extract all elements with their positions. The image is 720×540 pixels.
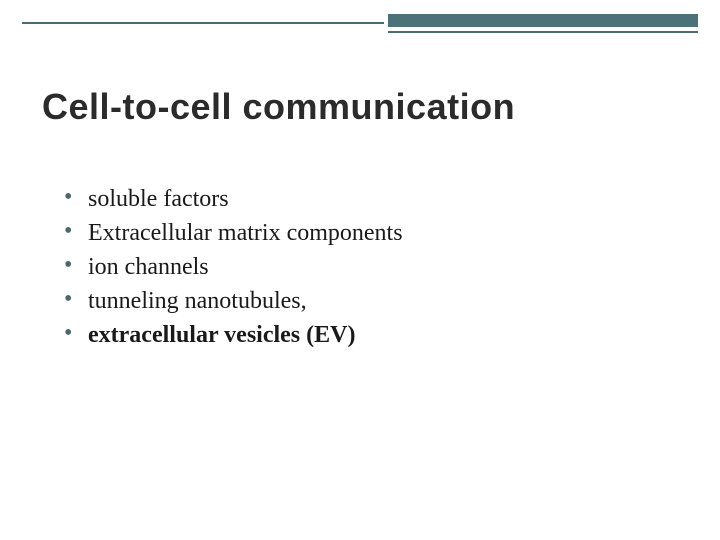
bullet-item: tunneling nanotubules, [58, 284, 403, 318]
bullet-item: extracellular vesicles (EV) [58, 318, 403, 352]
accent-thick-bar [388, 14, 698, 27]
top-accent-bar [0, 0, 720, 44]
bullet-text: ion channels [88, 254, 209, 280]
bullet-text: tunneling nanotubules, [88, 288, 307, 314]
bullet-list: soluble factors Extracellular matrix com… [58, 182, 403, 352]
bullet-item: soluble factors [58, 182, 403, 216]
bullet-text: extracellular vesicles (EV) [88, 322, 355, 348]
bullet-text: soluble factors [88, 186, 229, 212]
slide-title: Cell-to-cell communication [42, 86, 515, 128]
bullet-item: Extracellular matrix components [58, 216, 403, 250]
accent-underline [388, 31, 698, 33]
bullet-text: Extracellular matrix components [88, 220, 403, 246]
accent-thin-line [22, 22, 384, 24]
bullet-item: ion channels [58, 250, 403, 284]
